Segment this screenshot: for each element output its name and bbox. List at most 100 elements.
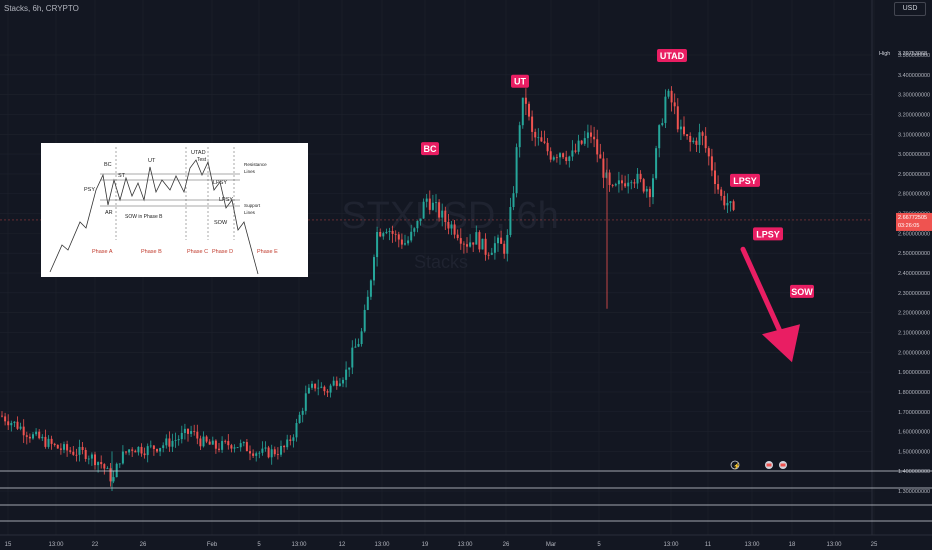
candle-body xyxy=(717,184,720,190)
candle-body xyxy=(205,436,208,442)
candle-body xyxy=(221,440,224,450)
candle-body xyxy=(689,136,692,143)
candle-body xyxy=(211,440,214,445)
candle-body xyxy=(128,449,131,453)
candle-body xyxy=(484,238,487,255)
candle-body xyxy=(543,141,546,143)
candle-body xyxy=(447,221,450,229)
candle-body xyxy=(382,233,385,237)
candle-body xyxy=(224,440,227,442)
candle-body xyxy=(1,415,3,417)
candle-body xyxy=(500,237,503,244)
time-axis[interactable]: 15 13:00 22 26 Feb 5 13:00 12 13:00 19 13:00 26 Mar 5… xyxy=(5,542,878,548)
indicator-panes[interactable] xyxy=(0,470,932,522)
price-tick-label: 1.700000000 xyxy=(898,410,930,416)
candle-body xyxy=(552,157,555,160)
candle-body xyxy=(332,380,335,386)
candle-body xyxy=(53,443,56,445)
candle-body xyxy=(22,426,25,436)
candle-body xyxy=(187,428,189,434)
candle-body xyxy=(710,156,713,171)
event-icons[interactable]: ⚡ xyxy=(730,460,787,470)
candle-body xyxy=(149,445,152,447)
candle-body xyxy=(183,428,186,433)
candle-body xyxy=(400,239,403,245)
candle-body xyxy=(466,244,468,247)
candle-body xyxy=(385,231,388,234)
candle-body xyxy=(307,387,310,394)
candle-body xyxy=(419,218,422,221)
schematic-price-line xyxy=(49,159,259,275)
candle-body xyxy=(97,462,100,466)
candle-body xyxy=(152,445,155,450)
candle-body xyxy=(363,309,366,332)
candle-body xyxy=(335,380,338,386)
candle-body xyxy=(524,97,527,104)
candle-body xyxy=(422,201,425,219)
candle-body xyxy=(295,423,298,438)
price-tick-label: 1.300000000 xyxy=(898,489,930,495)
candle-body xyxy=(559,153,561,158)
current-price-tag: 2.66772505 03:26:05 xyxy=(896,212,932,231)
candle-body xyxy=(503,243,506,254)
price-tick-label: 3.200000000 xyxy=(898,112,930,118)
candle-body xyxy=(642,179,645,192)
schematic-phase-e: Phase E xyxy=(257,249,278,255)
candle-body xyxy=(577,140,580,152)
candle-body xyxy=(397,234,400,240)
candle-body xyxy=(180,432,183,440)
schematic-resistance-label: Resistance xyxy=(244,162,267,167)
candle-body xyxy=(245,442,248,452)
price-axis[interactable]: 3.500000000 3.400000000 3.300000000 3.20000… xyxy=(898,53,930,495)
time-tick-label: 13:00 xyxy=(826,542,842,548)
candle-body xyxy=(35,431,38,435)
time-tick-label: 13:00 xyxy=(48,542,64,548)
time-tick-label: 13:00 xyxy=(744,542,760,548)
high-label: High xyxy=(879,51,890,57)
candle-body xyxy=(146,446,149,456)
time-tick-label: 13:00 xyxy=(374,542,390,548)
candle-body xyxy=(692,140,695,143)
candle-body xyxy=(190,431,193,434)
candle-body xyxy=(506,234,509,254)
candle-body xyxy=(723,195,726,206)
wyckoff-label-box xyxy=(730,173,760,187)
candle-body xyxy=(10,422,13,426)
lightning-icon[interactable] xyxy=(730,460,740,470)
candle-body xyxy=(376,232,379,258)
candle-body xyxy=(41,436,44,439)
candle-body xyxy=(87,458,90,460)
candle-body xyxy=(125,451,127,453)
candle-body xyxy=(481,238,484,250)
candle-body xyxy=(456,234,459,239)
candle-body xyxy=(323,386,326,392)
schematic-phase-c: Phase C xyxy=(187,249,208,255)
candle-body xyxy=(286,439,289,448)
currency-button[interactable]: USD xyxy=(894,2,926,16)
candle-body xyxy=(165,438,168,446)
candle-body xyxy=(704,135,707,149)
wyckoff-schematic: BC UT UTAD Test PSY ST AR LPSY LPSY SOW … xyxy=(41,143,308,277)
time-tick-label: 26 xyxy=(140,542,147,548)
candle-body xyxy=(472,242,475,245)
schematic-test-label: Test xyxy=(197,157,207,163)
current-price: 2.66772505 xyxy=(898,215,927,221)
schematic-sow-label: SOW xyxy=(214,220,228,226)
candle-body xyxy=(549,151,552,160)
candle-body xyxy=(655,148,658,179)
candle-body xyxy=(230,445,233,449)
candle-body xyxy=(239,443,242,448)
candle-body xyxy=(630,182,633,184)
candle-body xyxy=(714,170,716,185)
candle-body xyxy=(593,136,596,140)
candle-body xyxy=(168,438,171,447)
candle-body xyxy=(171,440,174,447)
wyckoff-label: UT xyxy=(514,77,526,87)
candle-body xyxy=(196,431,199,439)
candle-body xyxy=(280,445,282,455)
candle-body xyxy=(156,449,158,452)
wyckoff-label-box xyxy=(753,227,783,241)
candle-body xyxy=(109,468,112,482)
candle-body xyxy=(298,414,301,424)
